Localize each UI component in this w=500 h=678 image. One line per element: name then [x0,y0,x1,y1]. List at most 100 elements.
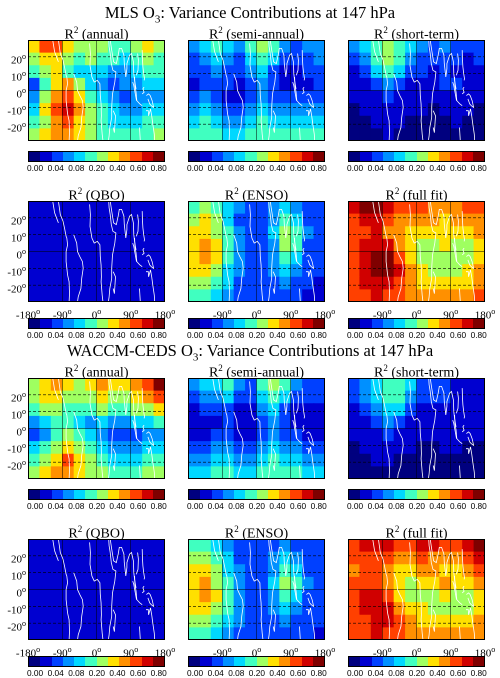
colorbar-segment [141,319,153,328]
heatmap-cell [393,466,406,479]
colorbar-segment [290,490,302,499]
coastline [301,211,305,242]
heatmap-cell [73,551,86,565]
heatmap-cell [130,453,143,467]
heatmap-cell [473,226,485,240]
heatmap-cell [119,453,132,467]
heatmap-cell [405,264,418,278]
heatmap-cell [107,627,120,640]
heatmap-cell [245,276,258,290]
heatmap-cell [393,213,406,227]
colorbar-segment [312,657,324,666]
heatmap-cell [313,403,325,417]
heatmap-cell [370,602,383,616]
coastline [306,93,315,109]
coastline [52,539,59,562]
panel-title-superscript: 2 [73,363,79,373]
colorbar-tick-label: 0.00 [27,501,44,511]
heatmap-cell [313,65,325,79]
heatmap-cell [222,441,235,455]
x-tick-text: 0 [91,647,98,660]
heatmap-cell [279,551,292,565]
heatmap-cell [348,390,361,404]
heatmap-cell [153,576,165,591]
heatmap-cell [427,453,440,467]
heatmap-cell [370,627,383,640]
panel-title-name: (semi-annual) [226,27,305,43]
coastline [292,580,297,600]
colorbar-segment [290,152,302,161]
coastline [454,76,463,107]
heatmap-cell [39,115,52,129]
x-tick-text: 180 [474,309,492,322]
heatmap-cell [245,539,258,553]
heatmap-cell [233,551,246,565]
heatmap-cell [142,378,155,392]
panel-title-name: (short-term) [391,27,459,43]
heatmap-cell [405,251,418,265]
colorbar-segment [40,490,52,499]
colorbar-tick-label: 0.40 [109,668,126,678]
heatmap-cell [85,428,98,442]
coastline [452,419,457,439]
heatmap-cell [462,115,475,129]
heatmap-cell [427,128,440,141]
x-tick-text: 90 [123,647,135,660]
y-tick-text: 10 [11,71,22,84]
heatmap-cell [39,378,52,392]
heatmap-cell [233,276,246,290]
heatmap-cell [370,238,383,253]
heatmap-cell [450,264,463,278]
coastline [146,108,156,141]
heatmap-cell [393,428,406,442]
x-tick-text: 90 [283,647,295,660]
heatmap-cell [302,378,315,392]
heatmap-cell [439,128,452,141]
heatmap-cell [39,415,52,430]
heatmap-cell [39,453,52,467]
heatmap-panel [188,539,325,640]
coastline [378,40,390,141]
heatmap-cell [50,65,63,79]
colorbar-segment [200,657,212,666]
coastline [409,381,424,479]
panel-title-r: R [224,526,235,542]
colorbar-segment [141,152,153,161]
heatmap-cell [279,264,292,278]
heatmap-cell [210,403,223,417]
heatmap-cell [233,40,246,54]
heatmap-cell [370,390,383,404]
heatmap-cell [28,614,41,628]
heatmap-cell [107,276,120,290]
heatmap-cell [199,441,212,455]
heatmap-cell [96,103,109,117]
heatmap-cell [96,539,109,553]
heatmap-cell [370,52,383,66]
colorbar-segment [349,657,361,666]
panel-title: R2 (full fit) [342,184,492,204]
heatmap-cell [473,77,485,92]
panel-title-r: R [68,526,78,542]
heatmap-cell [73,90,86,104]
heatmap-cell [39,539,52,553]
colorbar-tick-label: 0.60 [130,163,147,173]
heatmap-cell [450,614,463,628]
heatmap-cell [39,441,52,455]
coastline [109,40,137,89]
colorbar-tick-label: 0.80 [310,163,327,173]
heatmap-cell [188,52,201,66]
heatmap-cell [290,77,303,92]
heatmap-cell [302,551,315,565]
coastline [146,607,156,640]
panel-title-superscript: 2 [234,524,239,534]
heatmap-cell [439,576,452,591]
heatmap-cell [393,378,406,392]
heatmap-cell [405,276,418,290]
heatmap-cell [233,403,246,417]
colorbar-segment [267,319,279,328]
colorbar-tick-label: 0.20 [88,501,105,511]
heatmap-cell [302,539,315,553]
heatmap-cell [245,52,258,66]
degree-mark: o [491,645,496,654]
heatmap-cell [302,213,315,227]
